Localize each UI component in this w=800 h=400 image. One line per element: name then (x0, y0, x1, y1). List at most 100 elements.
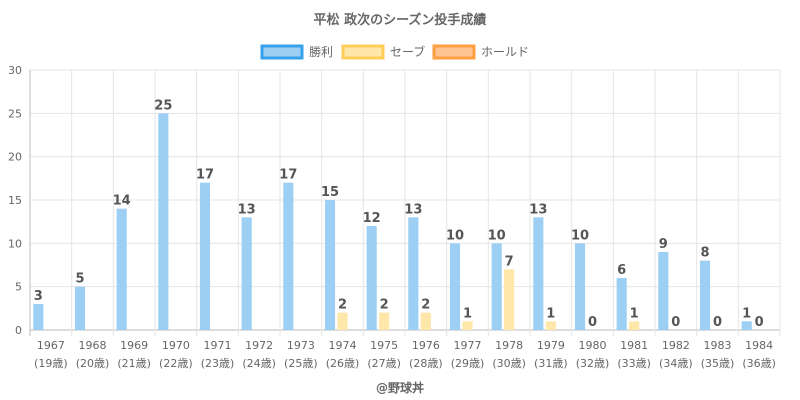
x-tick-sublabel: (20歳) (76, 357, 110, 370)
data-label: 1 (742, 306, 751, 321)
grid (29, 69, 781, 336)
data-label: 7 (505, 254, 514, 269)
data-label: 12 (363, 211, 381, 226)
x-tick-sublabel: (34歳) (659, 357, 693, 370)
x-tick-sublabel: (33歳) (617, 357, 651, 370)
data-label: 5 (75, 272, 84, 287)
x-tick-label: 1976 (412, 339, 440, 352)
y-tick-label: 30 (8, 64, 22, 77)
x-tick-sublabel: (25歳) (284, 357, 318, 370)
data-label: 1 (630, 306, 639, 321)
legend-swatch-2[interactable] (432, 44, 476, 60)
x-tick-label: 1973 (287, 339, 315, 352)
x-tick-label: 1983 (704, 339, 732, 352)
data-label: 0 (713, 315, 722, 330)
y-tick-label: 10 (8, 237, 22, 250)
x-axis: 1967 (19歳) 1968 (20歳) 1969 (21歳) 1970 (22歳) 1971… (34, 339, 776, 370)
x-tick-label: 1977 (454, 339, 482, 352)
bar-0-15[interactable] (658, 252, 669, 330)
bar-0-14[interactable] (616, 278, 627, 330)
y-tick-label: 5 (15, 281, 22, 294)
data-label: 13 (529, 202, 547, 217)
bar-0-8[interactable] (366, 226, 377, 330)
bar-0-3[interactable] (158, 113, 169, 330)
bar-0-10[interactable] (449, 243, 461, 330)
x-tick-sublabel: (22歳) (159, 357, 193, 370)
bar-0-0[interactable] (33, 304, 44, 330)
x-tick-sublabel: (31歳) (534, 357, 568, 370)
data-label: 1 (546, 306, 555, 321)
data-label: 6 (617, 263, 626, 278)
data-label: 10 (571, 228, 589, 243)
x-tick-label: 1984 (745, 339, 773, 352)
data-label: 2 (380, 298, 389, 313)
data-label: 25 (154, 98, 172, 113)
bar-1-8[interactable] (379, 312, 390, 330)
x-tick-sublabel: (30歳) (492, 357, 526, 370)
bar-0-6[interactable] (283, 182, 294, 330)
x-tick-label: 1979 (537, 339, 565, 352)
data-label: 0 (588, 315, 597, 330)
bar-0-7[interactable] (324, 200, 336, 330)
data-label: 2 (338, 298, 347, 313)
bars (33, 113, 752, 330)
data-label: 1 (463, 306, 472, 321)
x-tick-label: 1982 (662, 339, 690, 352)
x-tick-sublabel: (21歳) (117, 357, 151, 370)
legend-label-0[interactable]: 勝利 (309, 44, 333, 59)
y-tick-label: 20 (8, 151, 22, 164)
y-tick-label: 15 (8, 194, 22, 207)
bar-1-9[interactable] (420, 312, 431, 330)
data-label: 0 (671, 315, 680, 330)
data-label: 13 (404, 202, 422, 217)
bar-0-16[interactable] (699, 260, 711, 330)
bar-0-1[interactable] (74, 286, 86, 330)
x-tick-label: 1970 (162, 339, 190, 352)
x-tick-sublabel: (32歳) (576, 357, 610, 370)
data-label: 17 (196, 168, 214, 183)
legend-label-2[interactable]: ホールド (481, 45, 529, 59)
bar-1-11[interactable] (504, 269, 515, 330)
bar-1-10[interactable] (462, 321, 473, 330)
data-label: 17 (279, 168, 297, 183)
bar-0-9[interactable] (408, 217, 419, 330)
bar-0-17[interactable] (741, 321, 752, 330)
x-tick-label: 1972 (245, 339, 273, 352)
data-label: 14 (113, 194, 131, 209)
x-tick-label: 1978 (495, 339, 523, 352)
x-tick-sublabel: (19歳) (34, 357, 68, 370)
legend: 勝利 セーブ ホールド (260, 44, 529, 60)
bar-1-7[interactable] (337, 312, 348, 330)
data-label: 8 (700, 246, 709, 261)
x-tick-sublabel: (27歳) (367, 357, 401, 370)
x-tick-sublabel: (26歳) (326, 357, 360, 370)
bar-0-5[interactable] (241, 217, 252, 330)
legend-swatch-0[interactable] (260, 44, 304, 60)
chart-title: 平松 政次のシーズン投手成績 (314, 12, 487, 28)
x-tick-label: 1975 (370, 339, 398, 352)
x-tick-sublabel: (23歳) (201, 357, 235, 370)
x-tick-label: 1971 (204, 339, 232, 352)
bar-1-14[interactable] (629, 321, 640, 330)
data-label: 2 (421, 298, 430, 313)
data-label: 13 (238, 202, 256, 217)
x-tick-label: 1981 (620, 339, 648, 352)
data-label: 3 (34, 289, 43, 304)
data-label: 0 (755, 315, 764, 330)
y-axis: 0 5 10 15 20 25 30 (8, 64, 22, 337)
bar-0-4[interactable] (199, 182, 211, 330)
legend-label-1[interactable]: セーブ (390, 44, 425, 59)
legend-swatch-1[interactable] (341, 44, 385, 60)
x-tick-sublabel: (24歳) (242, 357, 276, 370)
bar-1-12[interactable] (545, 321, 556, 330)
bar-0-13[interactable] (574, 243, 586, 330)
bar-0-12[interactable] (533, 217, 544, 330)
x-tick-label: 1967 (37, 339, 65, 352)
bar-0-2[interactable] (116, 208, 127, 330)
x-tick-sublabel: (29歳) (451, 357, 485, 370)
data-label: 9 (659, 237, 668, 252)
x-tick-sublabel: (28歳) (409, 357, 443, 370)
bar-0-11[interactable] (491, 243, 502, 330)
